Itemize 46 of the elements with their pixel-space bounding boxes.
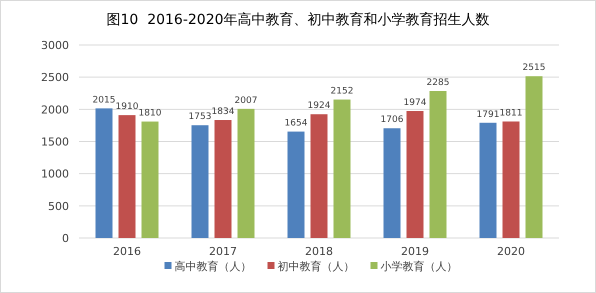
legend-label: 初中教育（人） bbox=[278, 260, 354, 273]
bar bbox=[334, 100, 350, 238]
y-tick-label: 3000 bbox=[41, 39, 69, 52]
bar bbox=[238, 108, 254, 238]
data-label: 1706 bbox=[380, 115, 404, 126]
data-label: 2152 bbox=[330, 86, 354, 97]
bar bbox=[192, 125, 208, 238]
y-tick-label: 1500 bbox=[41, 136, 69, 148]
x-tick-label: 2018 bbox=[305, 245, 333, 258]
x-tick-label: 2016 bbox=[113, 245, 141, 258]
data-label: 1654 bbox=[284, 118, 308, 129]
data-label: 1834 bbox=[212, 107, 235, 118]
data-label: 1810 bbox=[138, 108, 162, 119]
legend-label: 高中教育（人） bbox=[174, 260, 252, 273]
bar bbox=[384, 128, 400, 238]
data-label: 1910 bbox=[116, 102, 139, 112]
data-label: 1753 bbox=[188, 112, 212, 122]
y-tick-label: 1000 bbox=[41, 168, 69, 181]
y-tick-label: 2500 bbox=[41, 71, 69, 84]
data-label: 1791 bbox=[476, 110, 500, 120]
bar bbox=[480, 122, 496, 238]
y-tick-label: 0 bbox=[62, 232, 69, 245]
data-label: 1811 bbox=[500, 108, 522, 118]
chart-title: 图10 2016-2020年高中教育、初中教育和小学教育招生人数 bbox=[106, 11, 490, 28]
data-label: 1974 bbox=[404, 98, 427, 108]
bar bbox=[502, 121, 520, 238]
x-tick-label: 2020 bbox=[497, 245, 525, 258]
bar bbox=[430, 91, 446, 238]
bar bbox=[526, 76, 542, 238]
bar bbox=[288, 132, 304, 238]
data-label: 2285 bbox=[426, 78, 450, 88]
x-tick-label: 2017 bbox=[209, 245, 237, 258]
data-label: 2515 bbox=[522, 63, 546, 74]
bar bbox=[214, 120, 232, 238]
y-tick-label: 2000 bbox=[41, 103, 69, 116]
bar bbox=[142, 122, 158, 238]
x-tick-label: 2019 bbox=[401, 245, 429, 258]
data-label: 2007 bbox=[234, 96, 258, 106]
data-label: 1924 bbox=[308, 101, 331, 112]
bar bbox=[310, 114, 328, 238]
y-tick-label: 500 bbox=[48, 200, 69, 213]
bar bbox=[118, 115, 136, 238]
legend-label: 小学教育（人） bbox=[380, 260, 458, 273]
bar bbox=[406, 111, 424, 238]
data-label: 2015 bbox=[92, 95, 116, 106]
bar bbox=[96, 108, 112, 238]
